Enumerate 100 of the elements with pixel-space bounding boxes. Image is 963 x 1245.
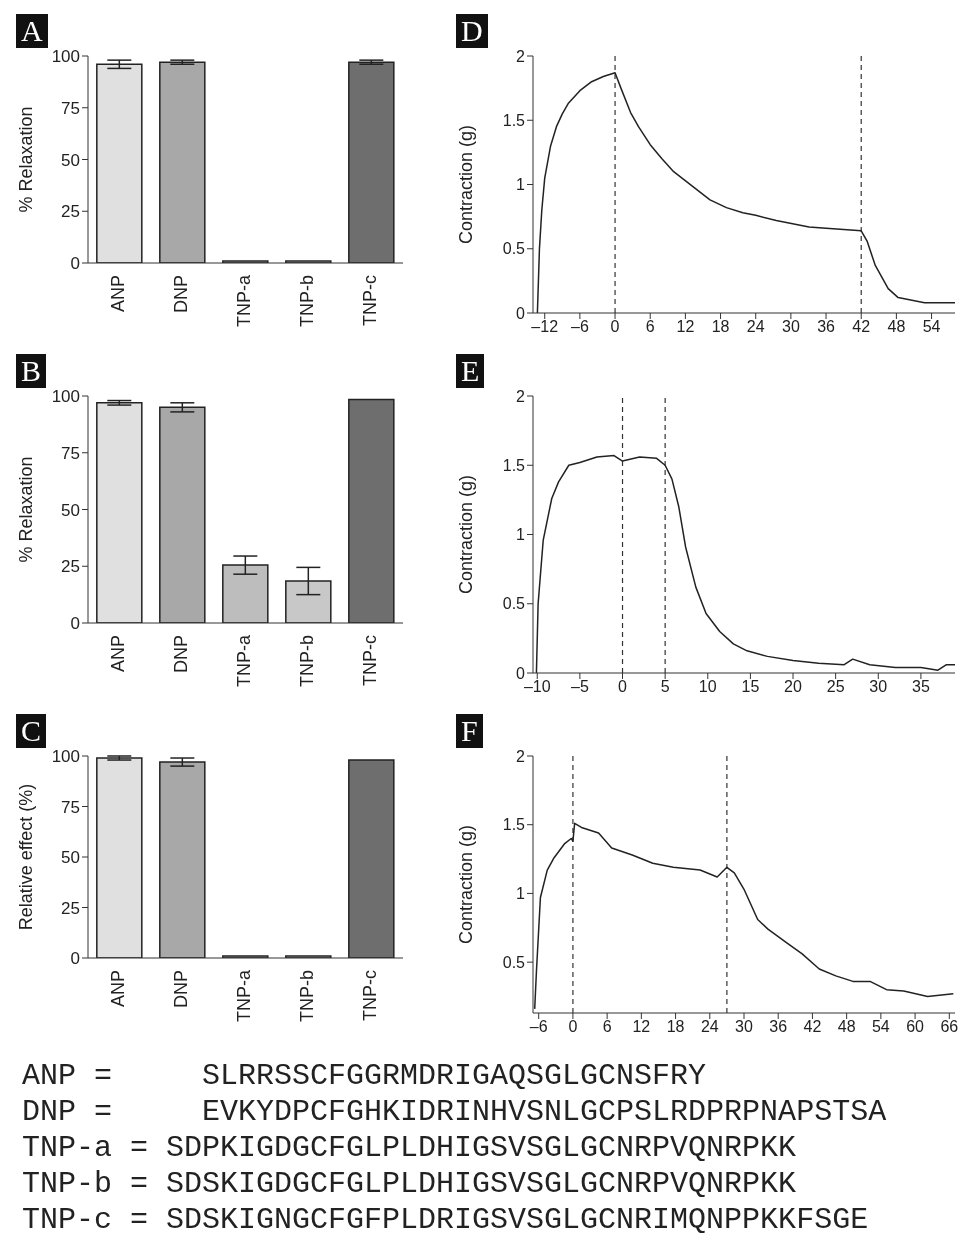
y-tick-label: 2: [516, 47, 526, 65]
text: ANP = SLRRSSCFGGRMDRIGAQSGLGCNSFRY: [22, 1058, 708, 1094]
y-tick-label: 0.5: [502, 595, 526, 613]
x-tick-label: 0: [618, 678, 628, 696]
x-tick-label: TNP-b: [297, 275, 318, 328]
y-tick-label: 100: [51, 747, 80, 767]
x-tick-label: 48: [887, 318, 906, 336]
y-tick-label: 50: [61, 500, 80, 520]
x-tick-label: 24: [746, 318, 765, 336]
x-tick-label: 42: [803, 1018, 822, 1036]
x-tick-label: 12: [632, 1018, 651, 1036]
x-tick-label: 24: [700, 1018, 719, 1036]
x-tick-label: 12: [676, 318, 695, 336]
x-tick-label: DNP: [171, 970, 192, 1009]
y-tick-label: 75: [61, 443, 80, 463]
bar: [159, 406, 206, 623]
y-tick-label: 1.5: [502, 456, 526, 474]
y-axis-title: Contraction (g): [455, 824, 476, 945]
x-tick-label: 48: [837, 1018, 856, 1036]
x-tick-label: 30: [781, 318, 800, 336]
x-tick-label: 20: [784, 678, 803, 696]
x-tick-label: 36: [769, 1018, 788, 1036]
x-tick-label: 30: [735, 1018, 753, 1036]
y-tick-label: 25: [61, 898, 80, 918]
x-tick-label: –6: [529, 1018, 548, 1036]
y-tick-label: 2: [516, 387, 526, 405]
text: TNP-a = SDPKIGDGCFGLPLDHIGSVSGLGCNRPVQNRPKK: [22, 1130, 798, 1166]
y-tick-label: 0.5: [502, 240, 526, 258]
bar: [96, 402, 143, 623]
x-tick-label: 60: [906, 1018, 925, 1036]
y-tick-label: 1: [516, 526, 526, 544]
y-tick-label: 0: [70, 254, 80, 274]
x-tick-label: 6: [645, 318, 655, 336]
x-tick-label: TNP-c: [360, 635, 381, 686]
chart-title: F: [456, 714, 483, 748]
x-tick-label: TNP-b: [297, 635, 318, 688]
y-tick-label: 0: [70, 614, 80, 634]
x-tick-label: –12: [531, 318, 559, 336]
x-tick-label: 0: [610, 318, 620, 336]
chart-title: A: [16, 14, 48, 48]
bar: [96, 757, 143, 958]
line-series: [536, 71, 955, 313]
x-tick-label: 54: [922, 318, 941, 336]
y-tick-label: 0: [70, 949, 80, 969]
x-tick-label: 5: [660, 678, 670, 696]
x-tick-label: 10: [698, 678, 717, 696]
y-tick-label: 1: [516, 885, 526, 903]
y-tick-label: 100: [51, 387, 80, 407]
chart-title: B: [16, 354, 47, 388]
y-tick-label: 50: [61, 150, 80, 170]
x-tick-label: 15: [741, 678, 760, 696]
x-tick-label: 35: [912, 678, 930, 696]
chart-title: C: [16, 714, 47, 748]
x-tick-label: ANP: [108, 275, 129, 313]
text: TNP-b = SDSKIGDGCFGLPLDHIGSVSGLGCNRPVQNRPKK: [22, 1166, 798, 1202]
x-tick-label: TNP-c: [360, 275, 381, 326]
y-tick-label: 0.5: [502, 953, 526, 971]
y-tick-label: 1.5: [502, 816, 526, 834]
y-axis-title: Contraction (g): [455, 124, 476, 245]
x-tick-label: TNP-a: [234, 969, 255, 1023]
y-tick-label: 2: [516, 747, 526, 765]
y-axis-title: % Relaxation: [15, 106, 36, 213]
y-axis-title: Contraction (g): [455, 474, 476, 595]
y-tick-label: 100: [51, 47, 80, 67]
y-axis-title: Relative effect (%): [15, 783, 36, 931]
y-tick-label: 25: [61, 557, 80, 577]
x-tick-label: ANP: [108, 970, 129, 1008]
y-axis-title: % Relaxation: [15, 456, 36, 563]
x-tick-label: DNP: [171, 635, 192, 674]
chart-title: D: [456, 14, 488, 48]
x-tick-label: 54: [871, 1018, 890, 1036]
bar: [159, 61, 206, 263]
x-tick-label: DNP: [171, 275, 192, 314]
x-tick-label: 18: [666, 1018, 685, 1036]
chart-title: E: [456, 354, 485, 388]
y-tick-label: 50: [61, 848, 80, 868]
bar: [96, 63, 143, 263]
text: TNP-c = SDSKIGNGCFGFPLDRIGSVSGLGCNRIMQNPPKKFSGE: [22, 1202, 870, 1238]
x-tick-label: –10: [523, 678, 551, 696]
x-tick-label: 42: [852, 318, 871, 336]
y-tick-label: 75: [61, 98, 80, 118]
x-tick-label: 25: [826, 678, 845, 696]
x-tick-label: 36: [817, 318, 836, 336]
x-tick-label: –6: [570, 318, 589, 336]
y-tick-label: 25: [61, 202, 80, 222]
bar: [348, 759, 395, 958]
x-tick-label: –5: [570, 678, 589, 696]
y-tick-label: 75: [61, 797, 80, 817]
x-tick-label: 30: [869, 678, 888, 696]
x-tick-label: TNP-a: [234, 274, 255, 328]
x-tick-label: 18: [711, 318, 730, 336]
x-tick-label: ANP: [108, 635, 129, 673]
y-tick-label: 1: [516, 176, 526, 194]
bar: [159, 761, 206, 958]
text: DNP = EVKYDPCFGHKIDRINHVSNLGCPSLRDPRPNAPSTSA: [22, 1094, 888, 1130]
x-tick-label: 0: [568, 1018, 578, 1036]
bar: [348, 398, 395, 623]
line-series: [533, 822, 955, 1010]
x-tick-label: TNP-c: [360, 970, 381, 1021]
x-tick-label: 6: [602, 1018, 612, 1036]
